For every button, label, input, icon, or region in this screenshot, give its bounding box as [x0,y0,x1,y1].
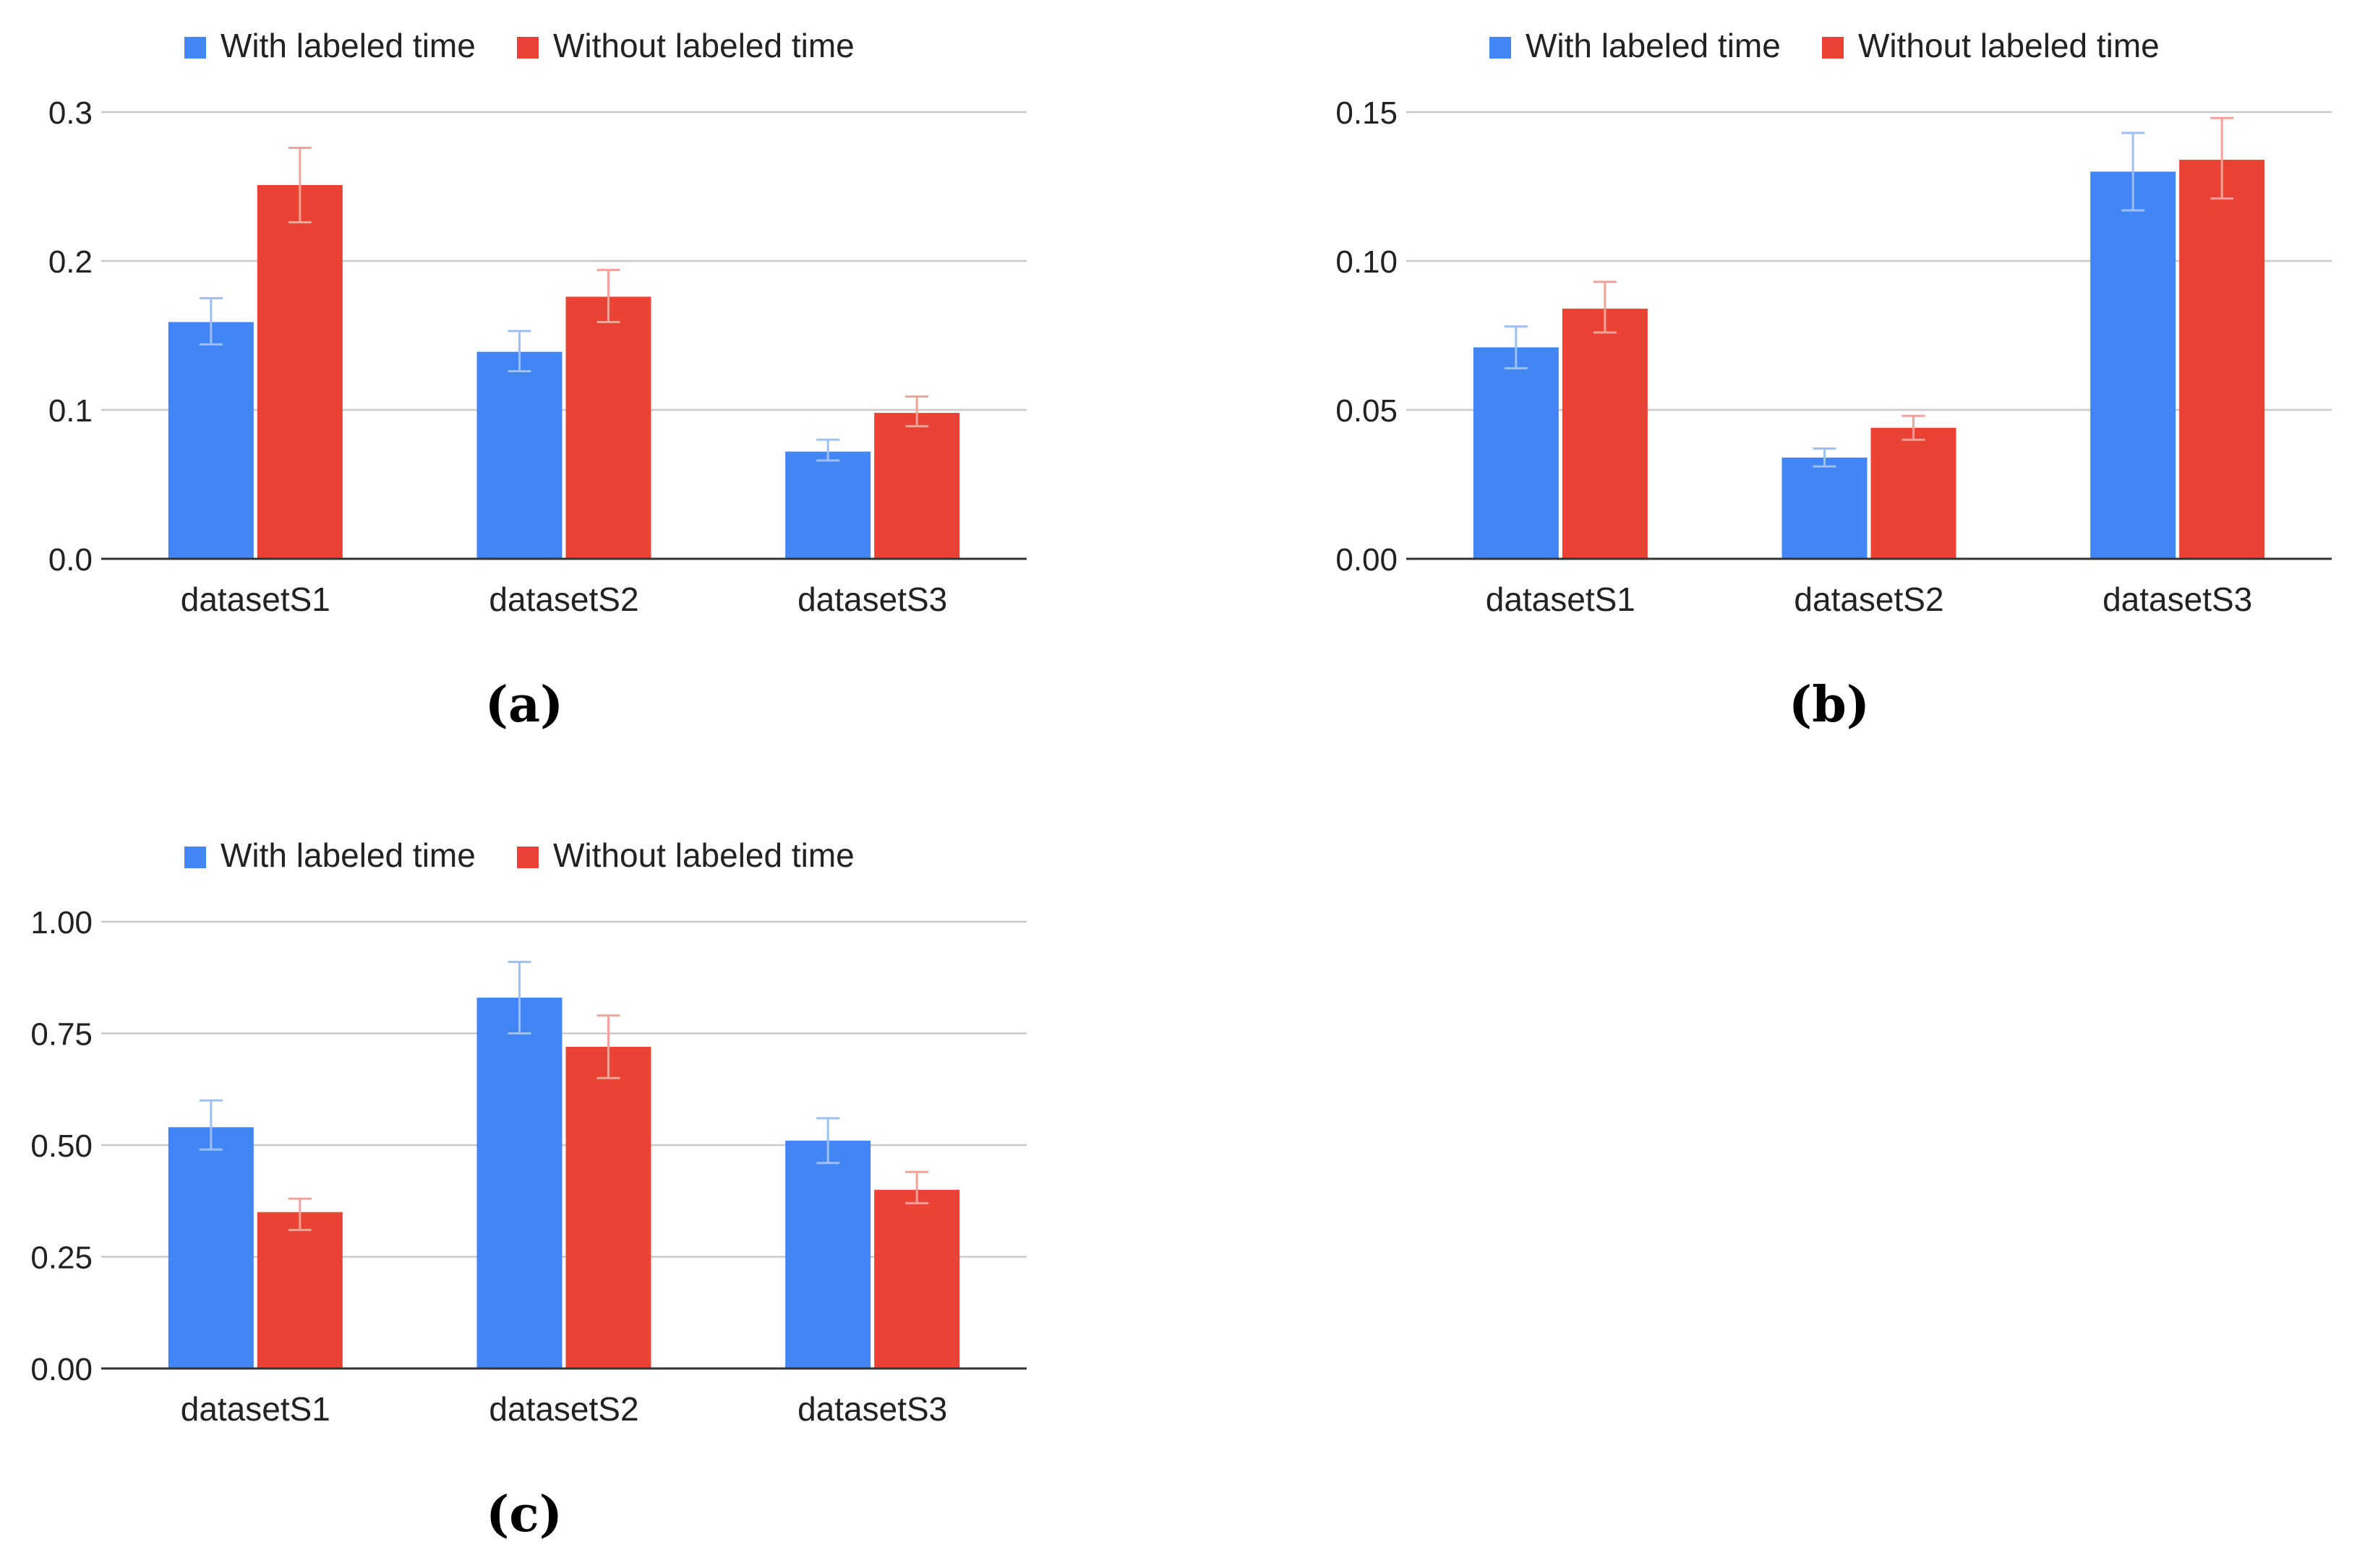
bar-with-datasetS2 [476,998,562,1368]
error-bar-without-datasetS2 [596,1014,620,1079]
subfigure-caption: (b) [1789,676,1870,734]
y-tick-label: 0.75 [30,1017,93,1053]
bar-with-datasetS1 [1473,347,1559,559]
bar-without-datasetS3 [874,413,960,559]
y-tick-label: 0.1 [48,393,93,429]
y-tick-label: 0.10 [1335,244,1398,280]
bar-with-datasetS3 [2090,171,2176,559]
bar-with-datasetS3 [785,451,871,559]
error-bar-with-datasetS3 [2121,132,2145,212]
legend-label-with: With labeled time [221,836,476,874]
y-tick-label: 0.2 [48,244,93,280]
y-tick-label: 0.25 [30,1241,93,1276]
y-tick-label: 0.0 [48,542,93,578]
bar-with-datasetS2 [1781,457,1868,559]
error-bar-without-datasetS3 [905,395,929,428]
x-category-label: datasetS1 [1486,580,1635,618]
bar-with-datasetS2 [476,351,562,559]
y-tick-label: 0.3 [48,95,93,131]
x-category-label: datasetS2 [489,580,638,618]
legend-label-without: Without labeled time [1858,27,2160,64]
chart-panel-a: With labeled time Without labeled time 0.0… [48,27,1027,734]
legend-label-with: With labeled time [1526,27,1781,64]
error-bar-without-datasetS2 [1902,414,1925,441]
legend-swatch-with [184,37,206,59]
y-tick-label: 1.00 [30,905,93,941]
bar-without-datasetS1 [1562,308,1648,559]
error-bar-with-datasetS1 [1504,325,1528,369]
y-tick-label: 0.50 [30,1128,93,1164]
x-category-label: datasetS1 [181,1390,330,1428]
chart-panel-b: With labeled time Without labeled time 0.0… [1335,27,2332,734]
bar-without-datasetS1 [257,184,343,559]
y-tick-label: 0.00 [1335,542,1398,578]
legend-swatch-with [1489,37,1511,59]
legend-swatch-without [1822,37,1844,59]
error-bar-with-datasetS3 [816,438,840,462]
bar-with-datasetS1 [168,1127,254,1368]
legend-swatch-without [517,37,539,59]
bar-without-datasetS1 [257,1212,343,1368]
error-bar-without-datasetS3 [905,1170,929,1204]
subfigure-caption: (c) [486,1486,562,1543]
error-bar-with-datasetS2 [508,961,531,1034]
legend-label-without: Without labeled time [553,836,855,874]
y-tick-label: 0.00 [30,1352,93,1387]
error-bar-without-datasetS1 [288,146,312,223]
error-bar-without-datasetS1 [1593,280,1617,334]
x-category-label: datasetS3 [797,1390,947,1428]
error-bar-without-datasetS2 [596,268,620,323]
error-bar-with-datasetS1 [199,297,223,346]
bar-without-datasetS3 [874,1189,960,1368]
error-bar-with-datasetS2 [508,330,531,372]
legend-label-with: With labeled time [221,27,476,64]
bar-without-datasetS2 [1870,427,1956,559]
bar-without-datasetS2 [565,296,651,559]
x-category-label: datasetS1 [181,580,330,618]
y-tick-label: 0.05 [1335,393,1398,429]
error-bar-with-datasetS2 [1813,447,1836,468]
error-bar-with-datasetS3 [816,1117,840,1165]
chart-panel-c: With labeled time Without labeled time 0.0… [30,836,1027,1543]
legend-label-without: Without labeled time [553,27,855,64]
x-category-label: datasetS3 [2103,580,2252,618]
bar-with-datasetS1 [168,322,254,559]
x-category-label: datasetS3 [797,580,947,618]
subfigure-caption: (a) [485,676,563,734]
y-tick-label: 0.15 [1335,95,1398,131]
error-bar-without-datasetS1 [288,1197,312,1231]
x-category-label: datasetS2 [1794,580,1943,618]
bar-without-datasetS2 [565,1047,651,1368]
error-bar-without-datasetS3 [2210,116,2234,200]
x-category-label: datasetS2 [489,1390,638,1428]
bar-without-datasetS3 [2179,159,2265,560]
bar-with-datasetS3 [785,1140,871,1368]
legend-swatch-with [184,847,206,868]
error-bar-with-datasetS1 [199,1099,223,1151]
legend-swatch-without [517,847,539,868]
